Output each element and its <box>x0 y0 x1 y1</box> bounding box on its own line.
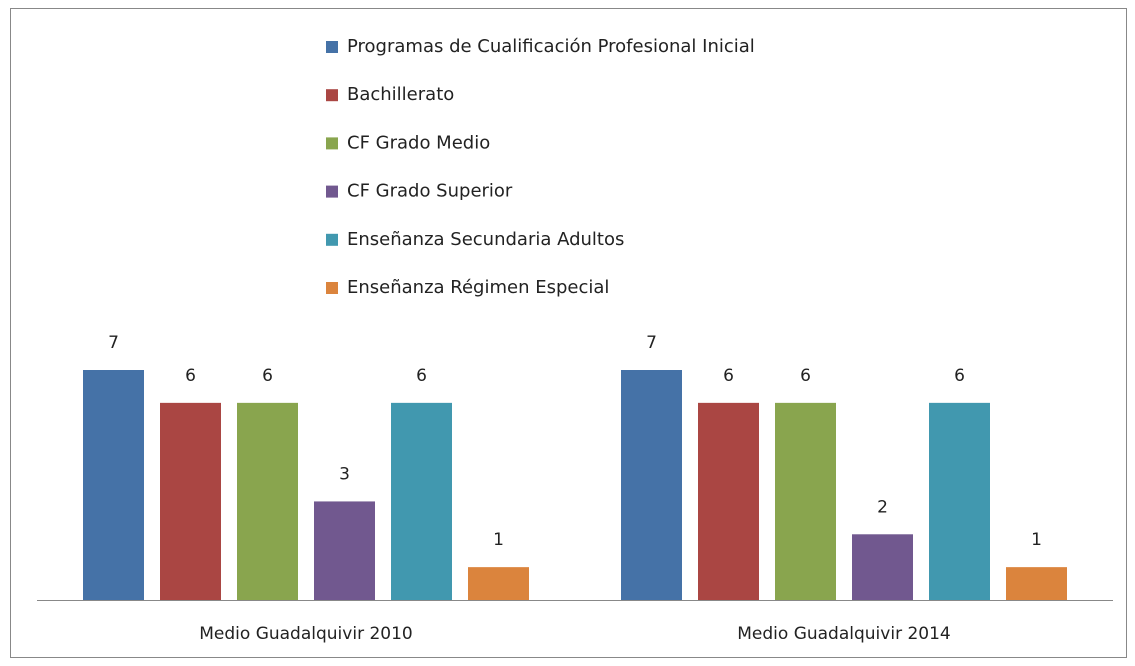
legend-swatch <box>326 185 338 198</box>
legend-swatch <box>326 89 338 102</box>
legend-swatch <box>326 233 338 246</box>
bar <box>83 370 144 600</box>
legend-swatch <box>326 282 338 294</box>
data-label: 1 <box>1031 530 1042 550</box>
x-tick-label: Medio Guadalquivir 2010 <box>199 624 412 644</box>
data-label: 2 <box>877 497 888 517</box>
bar <box>314 501 375 600</box>
data-label: 6 <box>723 366 734 386</box>
data-label: 6 <box>185 366 196 386</box>
bar <box>621 370 682 600</box>
data-label: 3 <box>339 464 350 484</box>
data-label: 7 <box>108 333 119 353</box>
bar <box>775 402 836 600</box>
data-label: 1 <box>493 530 504 550</box>
legend-swatch <box>326 137 338 150</box>
legend-label: Enseñanza Secundaria Adultos <box>347 229 624 250</box>
legend-label: Bachillerato <box>347 84 454 105</box>
data-label: 6 <box>416 366 427 386</box>
data-label: 6 <box>800 366 811 386</box>
bar <box>468 567 529 600</box>
bar <box>237 402 298 600</box>
legend-label: Programas de Cualificación Profesional I… <box>347 36 755 57</box>
data-label: 7 <box>646 333 657 353</box>
legend-label: CF Grado Superior <box>347 181 513 202</box>
data-label: 6 <box>262 366 273 386</box>
bar <box>160 402 221 600</box>
data-label: 6 <box>954 366 965 386</box>
legend-label: Enseñanza Régimen Especial <box>347 277 609 298</box>
bar <box>929 402 990 600</box>
bar <box>1006 567 1067 600</box>
bar <box>391 402 452 600</box>
bar <box>852 534 913 600</box>
x-tick-label: Medio Guadalquivir 2014 <box>737 624 950 644</box>
legend-swatch <box>326 41 338 53</box>
legend-label: CF Grado Medio <box>347 132 490 153</box>
bar <box>698 402 759 600</box>
